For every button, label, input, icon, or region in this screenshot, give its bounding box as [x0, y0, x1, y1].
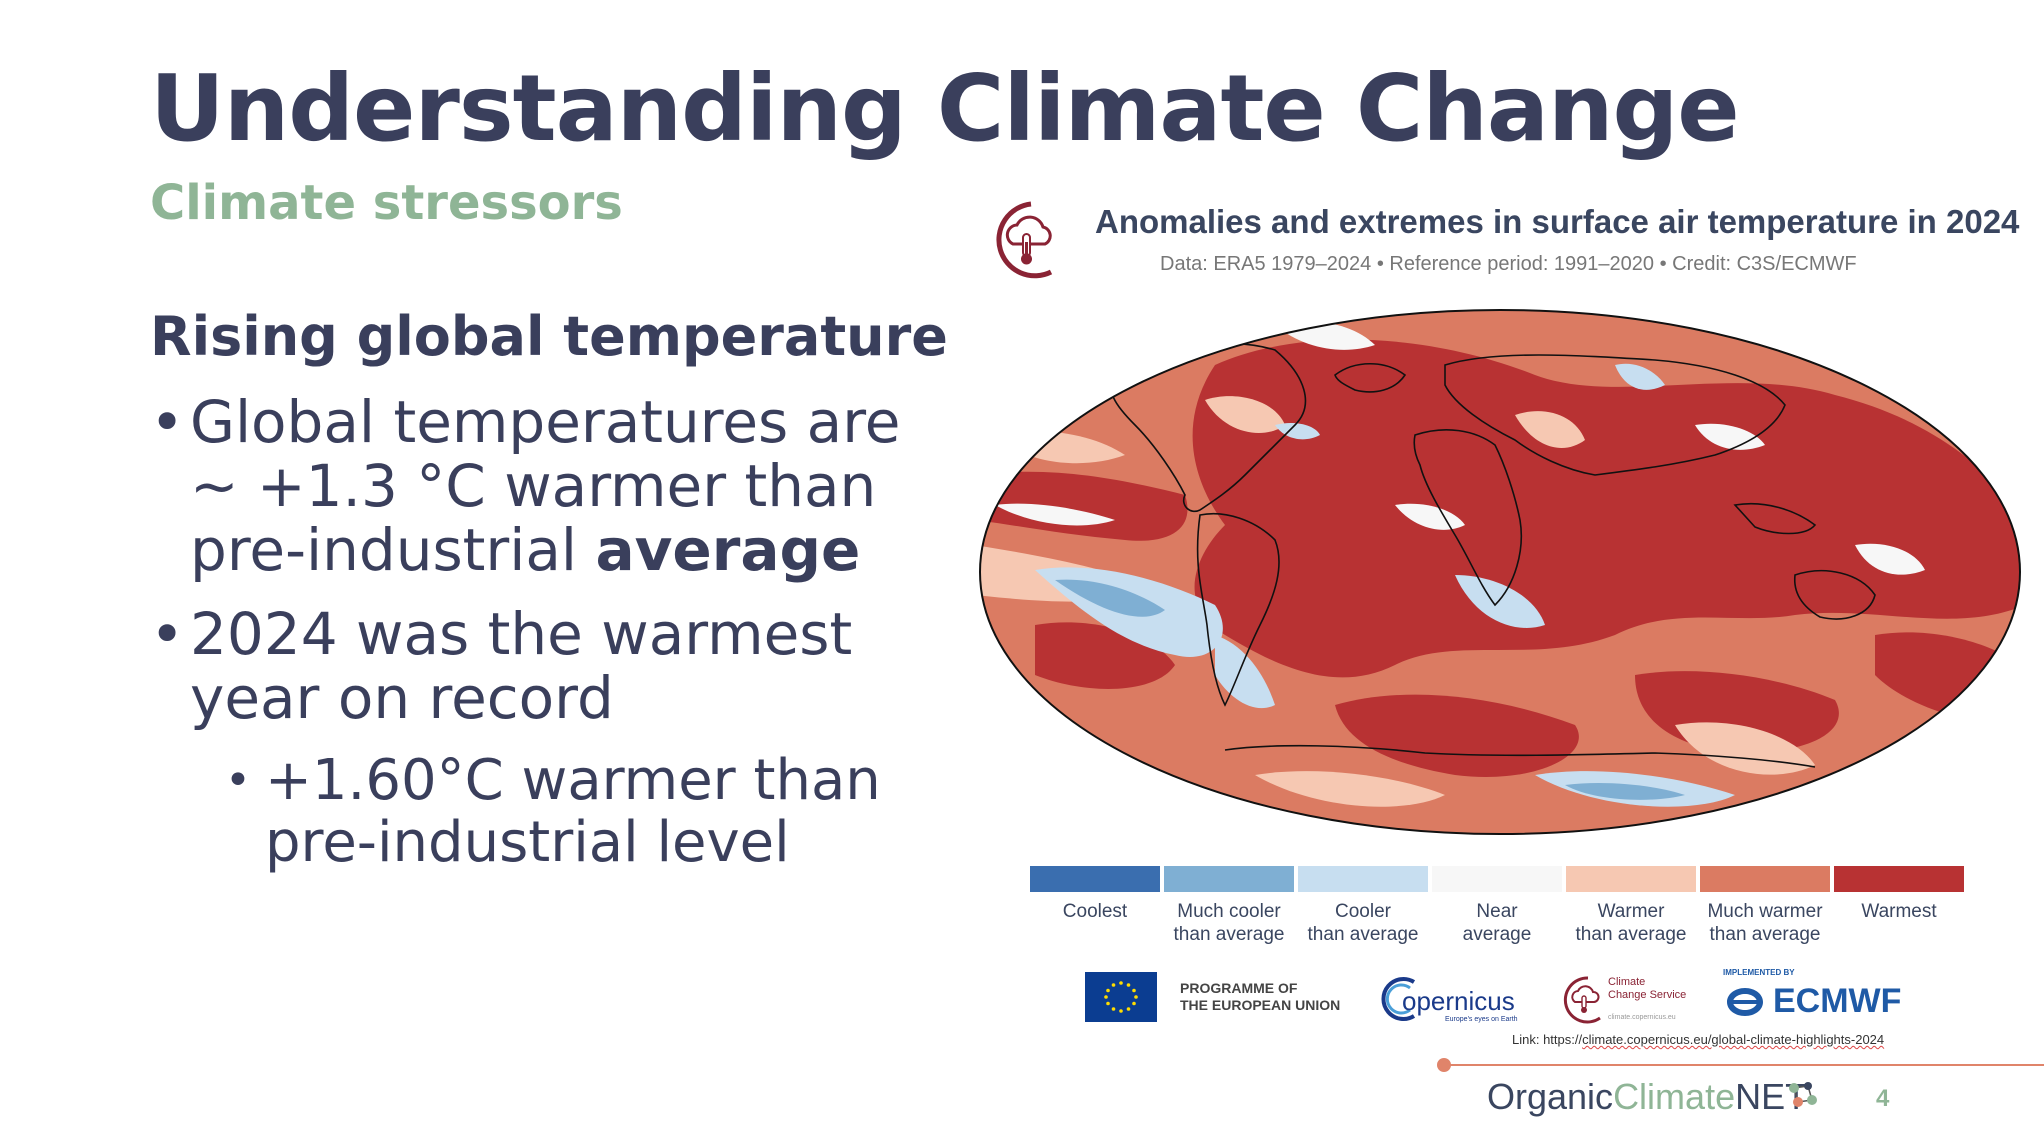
legend-item-cooler: Cooler than average	[1298, 866, 1428, 946]
bullet-global-temperatures: Global temperatures are ~ +1.3 °C warmer…	[150, 390, 930, 582]
legend-label: Much cooler than average	[1173, 901, 1285, 945]
legend-label: Near average	[1462, 901, 1532, 945]
legend-item-warmer: Warmer than average	[1566, 866, 1696, 946]
legend-swatch	[1164, 866, 1294, 892]
link-prefix: Link: https://	[1512, 1032, 1583, 1047]
legend-swatch	[1432, 866, 1562, 892]
legend-label: Warmest	[1861, 901, 1937, 922]
legend-item-much-warmer: Much warmer than average	[1700, 866, 1830, 946]
legend-item-warmest: Warmest	[1834, 866, 1964, 923]
thermometer-cloud-icon	[996, 201, 1053, 279]
figure-header: Anomalies and extremes in surface air te…	[985, 198, 2025, 293]
ecmwf-implemented-label: IMPLEMENTED BY	[1723, 968, 1795, 977]
legend-label: Coolest	[1062, 901, 1128, 922]
ccs-label: Climate Change Service	[1608, 976, 1687, 1001]
section-heading: Rising global temperature	[150, 305, 948, 368]
legend-label: Warmer than average	[1575, 901, 1687, 945]
temperature-anomaly-map	[975, 305, 2025, 840]
legend-swatch	[1298, 866, 1428, 892]
link-url[interactable]: climate.copernicus.eu/global-climate-hig…	[1582, 1032, 1885, 1047]
legend-label: Cooler than average	[1307, 901, 1419, 945]
bullet-text: Global temperatures are ~ +1.3 °C warmer…	[190, 388, 901, 584]
ecmwf-icon	[1727, 988, 1763, 1016]
slide-title: Understanding Climate Change	[150, 55, 1740, 162]
legend-swatch	[1566, 866, 1696, 892]
ecmwf-logo: ECMWF	[1721, 980, 1921, 1024]
eu-flag-icon	[1085, 972, 1157, 1022]
copernicus-c-icon	[1381, 977, 1416, 1021]
legend-swatch	[1834, 866, 1964, 892]
footer-divider	[1445, 1064, 2044, 1066]
figure-subtitle: Data: ERA5 1979–2024 • Reference period:…	[1160, 253, 1857, 275]
legend-item-coolest: Coolest	[1030, 866, 1160, 923]
molecule-icon	[1789, 1082, 1817, 1107]
brand-part-net: NET	[1735, 1076, 1808, 1117]
brand-part-organic: Organic	[1487, 1076, 1614, 1117]
ccs-url: climate.copernicus.eu	[1608, 1014, 1676, 1021]
page-number: 4	[1876, 1085, 1890, 1112]
legend-label: Much warmer than average	[1707, 901, 1823, 945]
brand-part-climate: Climate	[1613, 1076, 1736, 1117]
organicclimatenet-logo: OrganicClimateNET	[1487, 1076, 1807, 1118]
legend-swatch	[1700, 866, 1830, 892]
partner-logos: PROGRAMME OF THE EUROPEAN UNION opernicus…	[1085, 968, 1965, 1032]
copernicus-logo: opernicus Europe's eyes on Earth	[1380, 968, 1530, 1028]
bullet-warmest-year: 2024 was the warmest year on record	[150, 602, 930, 730]
legend-item-much-cooler: Much cooler than average	[1164, 866, 1294, 946]
slide-subtitle: Climate stressors	[150, 175, 623, 231]
figure-title: Anomalies and extremes in surface air te…	[1095, 203, 2020, 240]
eu-programme-label: PROGRAMME OF THE EUROPEAN UNION	[1180, 980, 1341, 1013]
footer-dot	[1437, 1058, 1451, 1072]
legend-swatch	[1030, 866, 1160, 892]
thermometer-cloud-icon	[1563, 976, 1601, 1024]
bullet-text: 2024 was the warmest year on record	[190, 600, 853, 732]
sub-bullet-text: +1.60°C warmer than pre-industrial level	[265, 748, 881, 875]
climate-change-service-logo: Climate Change Service climate.copernicus…	[1560, 970, 1690, 1030]
bullet-list: Global temperatures are ~ +1.3 °C warmer…	[150, 390, 930, 874]
bullet-bold-text: average	[595, 516, 861, 584]
copernicus-wordmark: opernicus	[1402, 986, 1515, 1016]
map-legend: Coolest Much cooler than average Cooler th…	[1030, 866, 1970, 976]
source-link[interactable]: Link: https://climate.copernicus.eu/glob…	[1512, 1032, 1884, 1047]
copernicus-tagline: Europe's eyes on Earth	[1445, 1016, 1518, 1023]
legend-item-near-average: Near average	[1432, 866, 1562, 946]
world-map-image	[979, 309, 2021, 835]
ecmwf-wordmark: ECMWF	[1773, 982, 1902, 1020]
sub-bullet-warmer: +1.60°C warmer than pre-industrial level	[225, 750, 930, 874]
